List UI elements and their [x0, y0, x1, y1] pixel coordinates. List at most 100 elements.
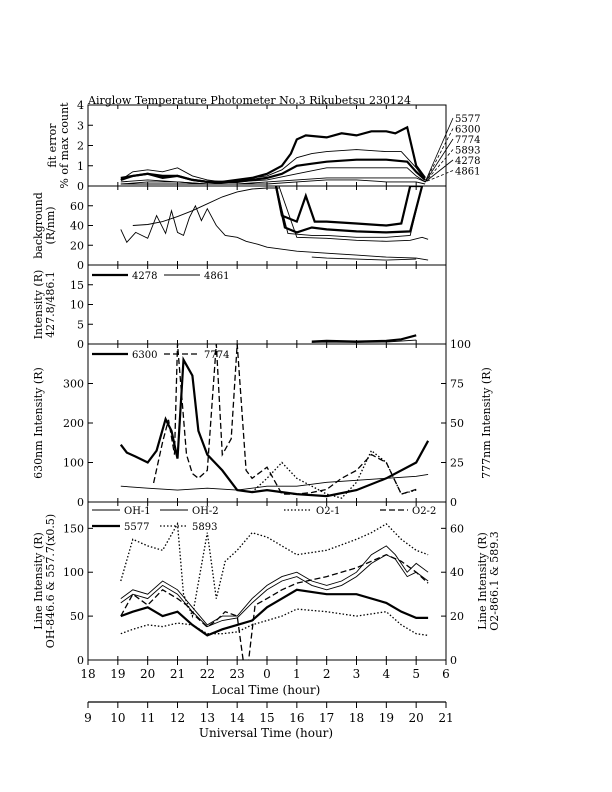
y2-tick-label: 40 — [450, 566, 464, 579]
ut-tick-label: 12 — [170, 711, 185, 725]
legend-label-4278: 4278 — [132, 271, 157, 282]
panel-oi-intensity: 0 100 200 300 630nm Intensity (R) 0 25 50 75 100 7… — [32, 338, 493, 509]
y-axis-label: Intensity (R)427.8/486.1 — [32, 270, 57, 340]
y2-tick-label: 75 — [450, 378, 464, 391]
y2-tick-label: 0 — [450, 654, 457, 667]
leader-line-5577 — [424, 117, 454, 183]
wavelength-label-4278: 4278 — [455, 156, 480, 167]
local-tick-label: 18 — [80, 667, 95, 681]
ut-tick-label: 20 — [409, 711, 424, 725]
local-time-axis: 18 19 20 21 22 23 0 1 2 3 4 5 6 — [80, 660, 450, 681]
legend-label-5577: 5577 — [124, 522, 149, 533]
y-tick-label: 0 — [77, 338, 84, 351]
legend-label-7774: 7774 — [204, 350, 229, 361]
local-tick-label: 20 — [140, 667, 155, 681]
y-tick-label: 15 — [70, 279, 84, 292]
ut-tick-label: 11 — [140, 711, 155, 725]
ut-tick-label: 13 — [200, 711, 215, 725]
ut-tick-label: 15 — [259, 711, 274, 725]
local-tick-label: 6 — [442, 667, 450, 681]
series-line-5893 — [120, 608, 429, 637]
series-line-5577 — [120, 588, 429, 637]
wavelength-label-5577: 5577 — [455, 114, 480, 125]
y-tick-label: 150 — [63, 522, 84, 535]
legend-label-OH-1: OH-1 — [124, 506, 151, 517]
legend: OH-1 OH-2 O2-1 O2-2 5577 5893 — [92, 506, 436, 533]
legend-label-O2-2: O2-2 — [412, 506, 436, 517]
series-line-line-3 — [274, 186, 424, 234]
y2-axis-label: 777nm Intensity (R) — [480, 367, 493, 479]
series-line-O2-2 — [120, 553, 429, 660]
series-line-line-3 — [120, 473, 429, 491]
panel-background: 0 20 40 60 background(R/nm) — [32, 185, 447, 272]
series-line-4278 — [120, 177, 426, 185]
y-tick-label: 10 — [70, 299, 84, 312]
series-line-4861 — [311, 339, 417, 343]
series-group — [311, 334, 417, 343]
y-tick-label: 1 — [77, 160, 84, 173]
legend: 4278 4861 — [92, 271, 229, 282]
local-tick-label: 23 — [230, 667, 245, 681]
y2-tick-label: 25 — [450, 457, 464, 470]
series-line-7774 — [152, 344, 417, 495]
local-tick-label: 5 — [412, 667, 420, 681]
panel-fit-error: 0 1 2 3 4 fit error% of max count 557763007774… — [46, 99, 480, 193]
local-tick-label: 2 — [323, 667, 331, 681]
series-group — [120, 186, 429, 261]
y-axis-label: 630nm Intensity (R) — [32, 367, 45, 479]
y2-tick-label: 0 — [450, 496, 457, 509]
legend: 6300 7774 — [92, 350, 229, 361]
y2-tick-label: 50 — [450, 417, 464, 430]
ut-tick-label: 9 — [84, 711, 92, 725]
y-tick-label: 200 — [63, 417, 84, 430]
series-group — [119, 344, 430, 499]
local-tick-label: 21 — [170, 667, 185, 681]
y2-tick-label: 100 — [450, 338, 471, 351]
panel-line-intensity: 0 50 100 150 Line Intensity (R)OH-846.6 & 55… — [32, 501, 501, 667]
y2-tick-label: 60 — [450, 522, 464, 535]
local-tick-label: 22 — [200, 667, 215, 681]
series-line-line-5 — [278, 186, 429, 242]
leader-line-7774 — [424, 138, 454, 183]
series-line-7774 — [120, 158, 426, 183]
y-tick-label: 20 — [70, 239, 84, 252]
wavelength-label-6300: 6300 — [455, 125, 480, 136]
series-line-line-6 — [311, 256, 417, 261]
y-tick-label: 3 — [77, 119, 84, 132]
legend-label-5893: 5893 — [192, 522, 217, 533]
local-tick-label: 0 — [263, 667, 271, 681]
series-line-6300 — [119, 356, 430, 498]
series-line-line-0 — [120, 204, 429, 261]
y2-axis-label: Line Intensity (R)O2-866.1 & 589.3 — [476, 531, 501, 631]
wavelength-label-7774: 7774 — [455, 135, 480, 146]
local-tick-label: 4 — [383, 667, 391, 681]
ut-axis-label: Universal Time (hour) — [199, 726, 333, 740]
local-tick-label: 19 — [110, 667, 125, 681]
ut-tick-label: 21 — [438, 711, 453, 725]
local-tick-label: 3 — [353, 667, 361, 681]
ut-tick-label: 16 — [289, 711, 304, 725]
leader-line-4861 — [424, 170, 454, 183]
universal-time-axis: 9 10 11 12 13 14 15 16 17 18 19 20 21 — [84, 701, 454, 725]
ut-tick-label: 14 — [230, 711, 246, 725]
series-line-6300 — [120, 149, 426, 183]
y-tick-label: 60 — [70, 200, 84, 213]
series-line-OH-2 — [120, 554, 429, 628]
y-axis-label: background(R/nm) — [32, 192, 57, 259]
ut-tick-label: 17 — [319, 711, 334, 725]
series-line-line-2 — [274, 186, 423, 227]
series-line-line-2 — [251, 449, 417, 499]
y-tick-label: 0 — [77, 180, 84, 193]
y-tick-label: 0 — [77, 496, 84, 509]
leader-line-5893 — [424, 149, 454, 183]
y-tick-label: 50 — [70, 610, 84, 623]
series-line-O2-1 — [120, 521, 429, 619]
chart-title: Airglow Temperature Photometer No.3 Riku… — [87, 94, 411, 107]
legend-label-OH-2: OH-2 — [192, 506, 219, 517]
local-axis-label: Local Time (hour) — [212, 683, 321, 697]
y-tick-label: 0 — [77, 654, 84, 667]
y-tick-label: 100 — [63, 566, 84, 579]
y-tick-label: 100 — [63, 457, 84, 470]
series-line-4278 — [311, 334, 417, 343]
